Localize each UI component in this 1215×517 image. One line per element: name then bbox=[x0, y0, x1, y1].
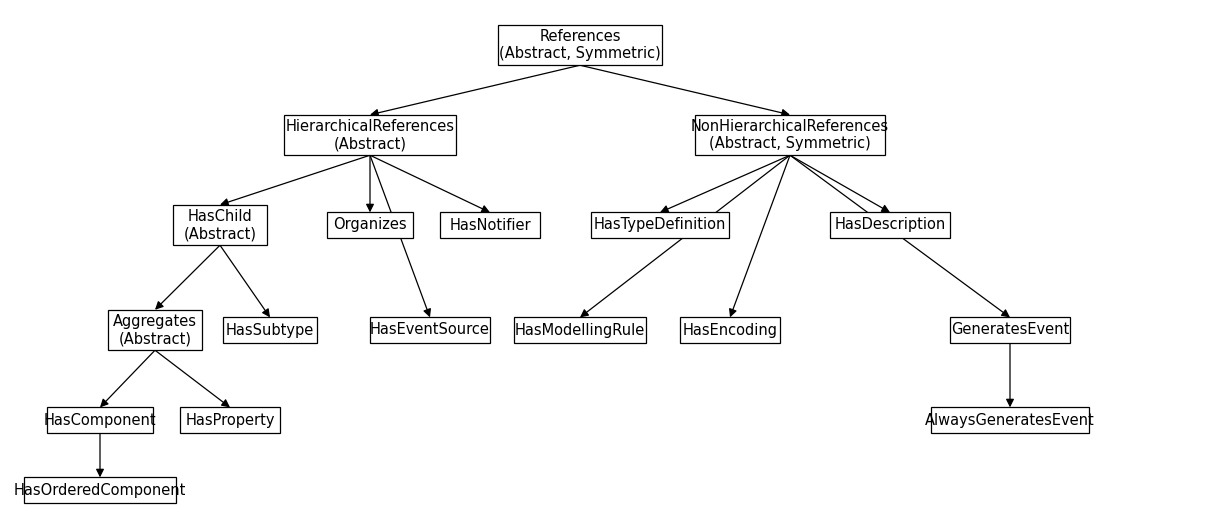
Bar bbox=[680, 317, 780, 343]
Bar bbox=[327, 212, 413, 238]
Bar bbox=[514, 317, 646, 343]
Text: HasModellingRule: HasModellingRule bbox=[515, 323, 645, 338]
Bar bbox=[284, 115, 456, 155]
Text: HasTypeDefinition: HasTypeDefinition bbox=[594, 218, 727, 233]
Bar bbox=[371, 317, 490, 343]
Text: Organizes: Organizes bbox=[333, 218, 407, 233]
Text: GeneratesEvent: GeneratesEvent bbox=[951, 323, 1069, 338]
Text: HasNotifier: HasNotifier bbox=[450, 218, 531, 233]
Text: HasDescription: HasDescription bbox=[835, 218, 945, 233]
Bar bbox=[440, 212, 539, 238]
Text: HasOrderedComponent: HasOrderedComponent bbox=[13, 482, 186, 497]
Text: NonHierarchicalReferences
(Abstract, Symmetric): NonHierarchicalReferences (Abstract, Sym… bbox=[691, 119, 889, 151]
Bar bbox=[830, 212, 950, 238]
Bar bbox=[47, 407, 153, 433]
Text: HasEventSource: HasEventSource bbox=[371, 323, 490, 338]
Bar bbox=[931, 407, 1089, 433]
Bar bbox=[695, 115, 886, 155]
Text: HasSubtype: HasSubtype bbox=[226, 323, 315, 338]
Bar bbox=[174, 205, 266, 245]
Bar bbox=[498, 25, 662, 65]
Text: HasProperty: HasProperty bbox=[185, 413, 275, 428]
Text: AlwaysGeneratesEvent: AlwaysGeneratesEvent bbox=[925, 413, 1095, 428]
Bar bbox=[224, 317, 317, 343]
Bar bbox=[108, 310, 202, 350]
Text: References
(Abstract, Symmetric): References (Abstract, Symmetric) bbox=[499, 29, 661, 61]
Bar bbox=[180, 407, 279, 433]
Text: Aggregates
(Abstract): Aggregates (Abstract) bbox=[113, 314, 197, 346]
Bar bbox=[590, 212, 729, 238]
Text: HierarchicalReferences
(Abstract): HierarchicalReferences (Abstract) bbox=[286, 119, 454, 151]
Text: HasChild
(Abstract): HasChild (Abstract) bbox=[183, 209, 256, 241]
Bar bbox=[950, 317, 1069, 343]
Text: HasEncoding: HasEncoding bbox=[683, 323, 778, 338]
Text: HasComponent: HasComponent bbox=[44, 413, 157, 428]
Bar bbox=[24, 477, 176, 503]
